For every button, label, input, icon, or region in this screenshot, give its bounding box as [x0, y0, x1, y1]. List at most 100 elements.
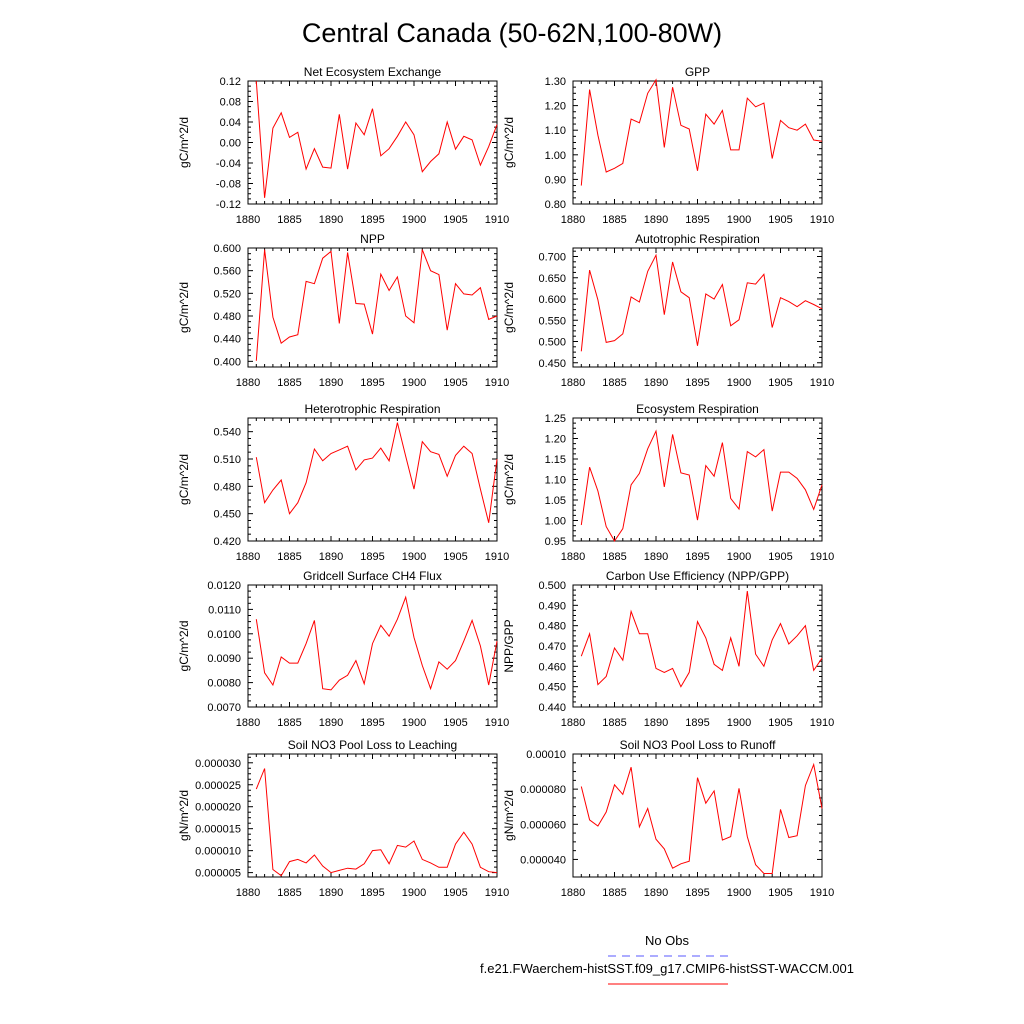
y-tick-label: 1.00 — [545, 516, 566, 528]
x-tick-label: 1885 — [602, 551, 626, 563]
panel-ecosystem-respiration: Ecosystem Respiration gC/m^2/d 1880 1885 189… — [502, 402, 834, 563]
legend: No Obs f.e21.FWaerchem-histSST.f09_g17.C… — [480, 933, 854, 985]
panel-title: Carbon Use Efficiency (NPP/GPP) — [606, 569, 789, 583]
y-axis-label: gC/m^2/d — [502, 282, 516, 333]
y-tick-label: 0.80 — [545, 199, 566, 211]
y-tick-label: -0.08 — [216, 179, 241, 191]
x-tick-label: 1910 — [810, 717, 834, 729]
x-tick-label: 1895 — [360, 377, 384, 389]
y-tick-label: -0.04 — [216, 158, 241, 170]
x-tick-label: 1880 — [236, 551, 260, 563]
y-tick-label: 0.04 — [220, 117, 241, 129]
x-tick-label: 1885 — [277, 551, 301, 563]
y-tick-label: 0.000010 — [195, 846, 241, 858]
x-tick-label: 1900 — [727, 214, 751, 226]
y-tick-label: 0.420 — [213, 536, 241, 548]
x-tick-label: 1910 — [485, 551, 509, 563]
y-tick-label: 1.20 — [545, 434, 566, 446]
panel-title: Soil NO3 Pool Loss to Leaching — [288, 738, 457, 752]
y-tick-label: 0.450 — [538, 682, 566, 694]
y-tick-label: 0.0080 — [207, 678, 241, 690]
x-tick-label: 1905 — [768, 887, 792, 899]
y-tick-label: 0.480 — [538, 621, 566, 633]
panel-title: Net Ecosystem Exchange — [304, 65, 442, 79]
panel-title: Heterotrophic Respiration — [304, 402, 440, 416]
panel-title: Gridcell Surface CH4 Flux — [303, 569, 442, 583]
x-tick-label: 1905 — [768, 377, 792, 389]
x-tick-label: 1890 — [644, 717, 668, 729]
plot-frame — [572, 247, 823, 368]
y-tick-label: -0.12 — [216, 199, 241, 211]
x-tick-label: 1910 — [810, 551, 834, 563]
panel-soil-no3-pool-loss-to-leaching: Soil NO3 Pool Loss to Leaching gN/m^2/d 18… — [177, 738, 509, 899]
legend-label-model-run: f.e21.FWaerchem-histSST.f09_g17.CMIP6-hi… — [480, 961, 854, 976]
y-tick-label: 0.470 — [538, 641, 566, 653]
y-tick-label: 0.480 — [213, 311, 241, 323]
x-tick-label: 1910 — [810, 887, 834, 899]
x-tick-label: 1900 — [402, 214, 426, 226]
x-tick-label: 1905 — [443, 551, 467, 563]
y-tick-label: 0.550 — [538, 315, 566, 327]
y-tick-label: 0.95 — [545, 536, 566, 548]
panel-title: Autotrophic Respiration — [635, 232, 760, 246]
y-tick-label: 0.700 — [538, 252, 566, 264]
x-tick-label: 1880 — [561, 377, 585, 389]
y-tick-label: 0.0100 — [207, 629, 241, 641]
y-tick-label: 0.450 — [538, 358, 566, 370]
x-tick-label: 1900 — [402, 377, 426, 389]
x-tick-label: 1895 — [685, 887, 709, 899]
y-tick-label: 1.00 — [545, 150, 566, 162]
series-line — [255, 422, 498, 523]
y-tick-label: 0.450 — [213, 509, 241, 521]
x-tick-label: 1905 — [443, 214, 467, 226]
y-tick-label: 0.0110 — [208, 604, 241, 616]
y-axis-label: gC/m^2/d — [177, 117, 191, 168]
y-tick-label: 0.560 — [213, 266, 241, 278]
x-tick-label: 1905 — [768, 717, 792, 729]
panel-autotrophic-respiration: Autotrophic Respiration gC/m^2/d 1880 1885 1… — [502, 232, 834, 389]
x-tick-label: 1880 — [561, 717, 585, 729]
series-line — [255, 768, 498, 877]
x-tick-label: 1880 — [236, 214, 260, 226]
y-tick-label: 1.15 — [545, 454, 566, 466]
y-axis-label: NPP/GPP — [502, 619, 516, 672]
x-tick-label: 1885 — [602, 887, 626, 899]
series-line — [580, 429, 823, 542]
series-line — [580, 78, 823, 186]
y-axis-label: gN/m^2/d — [177, 790, 191, 841]
series-line — [255, 80, 498, 198]
x-tick-label: 1885 — [602, 377, 626, 389]
y-axis-label: gC/m^2/d — [502, 117, 516, 168]
panels: Net Ecosystem Exchange gC/m^2/d 1880 1885 18… — [177, 65, 834, 899]
y-tick-label: 0.500 — [538, 337, 566, 349]
x-tick-label: 1905 — [443, 377, 467, 389]
x-tick-label: 1880 — [236, 887, 260, 899]
series-line — [255, 595, 498, 691]
y-tick-label: 0.600 — [538, 294, 566, 306]
x-tick-label: 1910 — [810, 214, 834, 226]
y-tick-label: 0.0070 — [207, 702, 241, 714]
x-tick-label: 1895 — [360, 887, 384, 899]
plot-frame — [247, 417, 498, 542]
x-tick-label: 1900 — [727, 717, 751, 729]
y-tick-label: 0.90 — [545, 174, 566, 186]
panel-gpp: GPP gC/m^2/d 1880 1885 1890 1895 1900 1905 1910 0… — [502, 65, 834, 226]
panel-title: NPP — [360, 232, 385, 246]
x-tick-label: 1900 — [402, 717, 426, 729]
y-tick-label: 0.000025 — [195, 780, 241, 792]
x-tick-label: 1905 — [768, 214, 792, 226]
y-tick-label: 0.440 — [538, 702, 566, 714]
panel-heterotrophic-respiration: Heterotrophic Respiration gC/m^2/d 1880 188… — [177, 402, 509, 563]
y-tick-label: 0.510 — [213, 454, 241, 466]
x-tick-label: 1900 — [402, 551, 426, 563]
y-tick-label: 0.00010 — [526, 749, 566, 761]
x-tick-label: 1910 — [485, 887, 509, 899]
x-tick-label: 1890 — [644, 551, 668, 563]
y-tick-label: 0.600 — [213, 243, 241, 255]
legend-label-no-obs: No Obs — [645, 933, 690, 948]
x-tick-label: 1880 — [236, 717, 260, 729]
y-tick-label: 0.000080 — [520, 784, 566, 796]
x-tick-label: 1910 — [485, 214, 509, 226]
y-axis-label: gC/m^2/d — [502, 454, 516, 505]
